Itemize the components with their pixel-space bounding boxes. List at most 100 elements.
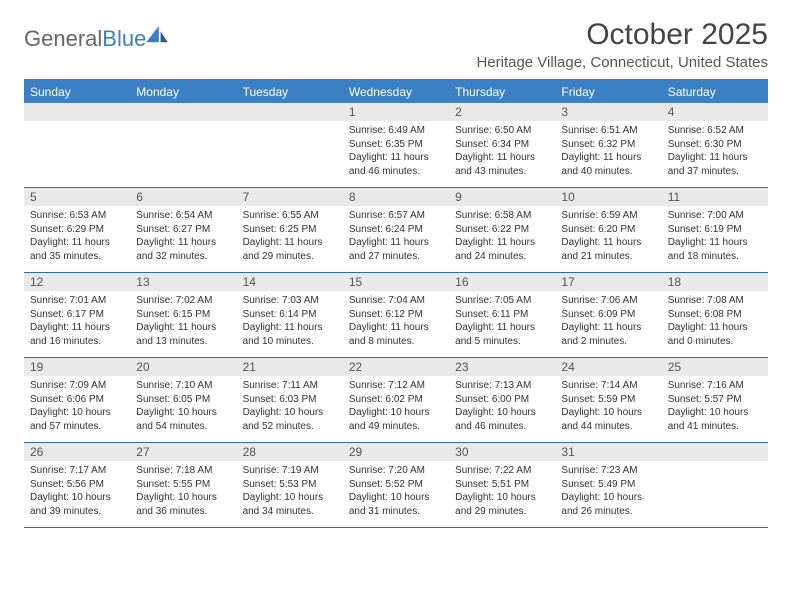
weekday-label: Sunday <box>24 81 130 103</box>
day-number: 26 <box>24 443 130 461</box>
daylight-text: Daylight: 10 hours and 46 minutes. <box>455 406 549 433</box>
day-cell: 25Sunrise: 7:16 AMSunset: 5:57 PMDayligh… <box>662 358 768 442</box>
day-cell: 15Sunrise: 7:04 AMSunset: 6:12 PMDayligh… <box>343 273 449 357</box>
day-body: Sunrise: 7:12 AMSunset: 6:02 PMDaylight:… <box>343 376 449 437</box>
day-body <box>24 121 130 181</box>
day-number: 12 <box>24 273 130 291</box>
day-body: Sunrise: 7:00 AMSunset: 6:19 PMDaylight:… <box>662 206 768 267</box>
sunrise-text: Sunrise: 6:54 AM <box>136 209 230 223</box>
day-body <box>662 461 768 521</box>
daylight-text: Daylight: 11 hours and 8 minutes. <box>349 321 443 348</box>
week-row: 19Sunrise: 7:09 AMSunset: 6:06 PMDayligh… <box>24 358 768 443</box>
daylight-text: Daylight: 11 hours and 0 minutes. <box>668 321 762 348</box>
sunset-text: Sunset: 5:49 PM <box>561 478 655 492</box>
sunset-text: Sunset: 5:55 PM <box>136 478 230 492</box>
daylight-text: Daylight: 10 hours and 29 minutes. <box>455 491 549 518</box>
day-cell: 10Sunrise: 6:59 AMSunset: 6:20 PMDayligh… <box>555 188 661 272</box>
day-number: 17 <box>555 273 661 291</box>
day-cell: 1Sunrise: 6:49 AMSunset: 6:35 PMDaylight… <box>343 103 449 187</box>
day-number: 7 <box>237 188 343 206</box>
daylight-text: Daylight: 11 hours and 2 minutes. <box>561 321 655 348</box>
day-cell <box>24 103 130 187</box>
daylight-text: Daylight: 11 hours and 46 minutes. <box>349 151 443 178</box>
day-body: Sunrise: 7:23 AMSunset: 5:49 PMDaylight:… <box>555 461 661 522</box>
daylight-text: Daylight: 11 hours and 43 minutes. <box>455 151 549 178</box>
daylight-text: Daylight: 11 hours and 29 minutes. <box>243 236 337 263</box>
sunrise-text: Sunrise: 7:08 AM <box>668 294 762 308</box>
title-block: October 2025 Heritage Village, Connectic… <box>476 18 768 71</box>
weekday-label: Monday <box>130 81 236 103</box>
day-body: Sunrise: 7:04 AMSunset: 6:12 PMDaylight:… <box>343 291 449 352</box>
day-body: Sunrise: 6:59 AMSunset: 6:20 PMDaylight:… <box>555 206 661 267</box>
day-cell: 16Sunrise: 7:05 AMSunset: 6:11 PMDayligh… <box>449 273 555 357</box>
day-body: Sunrise: 7:20 AMSunset: 5:52 PMDaylight:… <box>343 461 449 522</box>
sunrise-text: Sunrise: 7:09 AM <box>30 379 124 393</box>
sunrise-text: Sunrise: 7:23 AM <box>561 464 655 478</box>
day-cell: 6Sunrise: 6:54 AMSunset: 6:27 PMDaylight… <box>130 188 236 272</box>
day-body: Sunrise: 7:17 AMSunset: 5:56 PMDaylight:… <box>24 461 130 522</box>
day-body <box>130 121 236 181</box>
day-cell: 20Sunrise: 7:10 AMSunset: 6:05 PMDayligh… <box>130 358 236 442</box>
sunrise-text: Sunrise: 7:13 AM <box>455 379 549 393</box>
day-body <box>237 121 343 181</box>
sunrise-text: Sunrise: 7:00 AM <box>668 209 762 223</box>
day-number: 23 <box>449 358 555 376</box>
day-number: 28 <box>237 443 343 461</box>
day-cell: 11Sunrise: 7:00 AMSunset: 6:19 PMDayligh… <box>662 188 768 272</box>
day-body: Sunrise: 7:22 AMSunset: 5:51 PMDaylight:… <box>449 461 555 522</box>
day-cell: 13Sunrise: 7:02 AMSunset: 6:15 PMDayligh… <box>130 273 236 357</box>
day-cell: 29Sunrise: 7:20 AMSunset: 5:52 PMDayligh… <box>343 443 449 527</box>
day-number: 18 <box>662 273 768 291</box>
day-body: Sunrise: 7:02 AMSunset: 6:15 PMDaylight:… <box>130 291 236 352</box>
day-number <box>24 103 130 121</box>
weekday-label: Thursday <box>449 81 555 103</box>
day-number: 29 <box>343 443 449 461</box>
weekday-label: Friday <box>555 81 661 103</box>
day-body: Sunrise: 7:09 AMSunset: 6:06 PMDaylight:… <box>24 376 130 437</box>
day-cell: 5Sunrise: 6:53 AMSunset: 6:29 PMDaylight… <box>24 188 130 272</box>
day-cell: 30Sunrise: 7:22 AMSunset: 5:51 PMDayligh… <box>449 443 555 527</box>
day-cell: 27Sunrise: 7:18 AMSunset: 5:55 PMDayligh… <box>130 443 236 527</box>
day-number: 22 <box>343 358 449 376</box>
day-cell: 12Sunrise: 7:01 AMSunset: 6:17 PMDayligh… <box>24 273 130 357</box>
day-cell: 7Sunrise: 6:55 AMSunset: 6:25 PMDaylight… <box>237 188 343 272</box>
day-cell: 26Sunrise: 7:17 AMSunset: 5:56 PMDayligh… <box>24 443 130 527</box>
sunrise-text: Sunrise: 7:22 AM <box>455 464 549 478</box>
sunset-text: Sunset: 6:35 PM <box>349 138 443 152</box>
sunset-text: Sunset: 6:02 PM <box>349 393 443 407</box>
day-body: Sunrise: 7:14 AMSunset: 5:59 PMDaylight:… <box>555 376 661 437</box>
daylight-text: Daylight: 10 hours and 44 minutes. <box>561 406 655 433</box>
brand-logo: GeneralBlue <box>24 18 168 52</box>
daylight-text: Daylight: 10 hours and 41 minutes. <box>668 406 762 433</box>
week-row: 5Sunrise: 6:53 AMSunset: 6:29 PMDaylight… <box>24 188 768 273</box>
sunrise-text: Sunrise: 7:14 AM <box>561 379 655 393</box>
day-body: Sunrise: 7:11 AMSunset: 6:03 PMDaylight:… <box>237 376 343 437</box>
location-subtitle: Heritage Village, Connecticut, United St… <box>476 54 768 71</box>
day-body: Sunrise: 7:01 AMSunset: 6:17 PMDaylight:… <box>24 291 130 352</box>
sunrise-text: Sunrise: 7:18 AM <box>136 464 230 478</box>
sunset-text: Sunset: 6:24 PM <box>349 223 443 237</box>
daylight-text: Daylight: 10 hours and 31 minutes. <box>349 491 443 518</box>
day-cell: 8Sunrise: 6:57 AMSunset: 6:24 PMDaylight… <box>343 188 449 272</box>
daylight-text: Daylight: 10 hours and 39 minutes. <box>30 491 124 518</box>
day-body: Sunrise: 6:58 AMSunset: 6:22 PMDaylight:… <box>449 206 555 267</box>
day-body: Sunrise: 6:55 AMSunset: 6:25 PMDaylight:… <box>237 206 343 267</box>
sunset-text: Sunset: 6:29 PM <box>30 223 124 237</box>
daylight-text: Daylight: 10 hours and 49 minutes. <box>349 406 443 433</box>
day-number <box>662 443 768 461</box>
weeks-container: 1Sunrise: 6:49 AMSunset: 6:35 PMDaylight… <box>24 103 768 528</box>
day-number: 20 <box>130 358 236 376</box>
day-cell: 22Sunrise: 7:12 AMSunset: 6:02 PMDayligh… <box>343 358 449 442</box>
sunset-text: Sunset: 6:17 PM <box>30 308 124 322</box>
week-row: 12Sunrise: 7:01 AMSunset: 6:17 PMDayligh… <box>24 273 768 358</box>
day-body: Sunrise: 6:52 AMSunset: 6:30 PMDaylight:… <box>662 121 768 182</box>
sunrise-text: Sunrise: 7:19 AM <box>243 464 337 478</box>
sunrise-text: Sunrise: 6:55 AM <box>243 209 337 223</box>
sunrise-text: Sunrise: 6:53 AM <box>30 209 124 223</box>
day-number: 14 <box>237 273 343 291</box>
daylight-text: Daylight: 10 hours and 57 minutes. <box>30 406 124 433</box>
day-number: 21 <box>237 358 343 376</box>
day-number: 3 <box>555 103 661 121</box>
daylight-text: Daylight: 11 hours and 5 minutes. <box>455 321 549 348</box>
sunset-text: Sunset: 6:11 PM <box>455 308 549 322</box>
